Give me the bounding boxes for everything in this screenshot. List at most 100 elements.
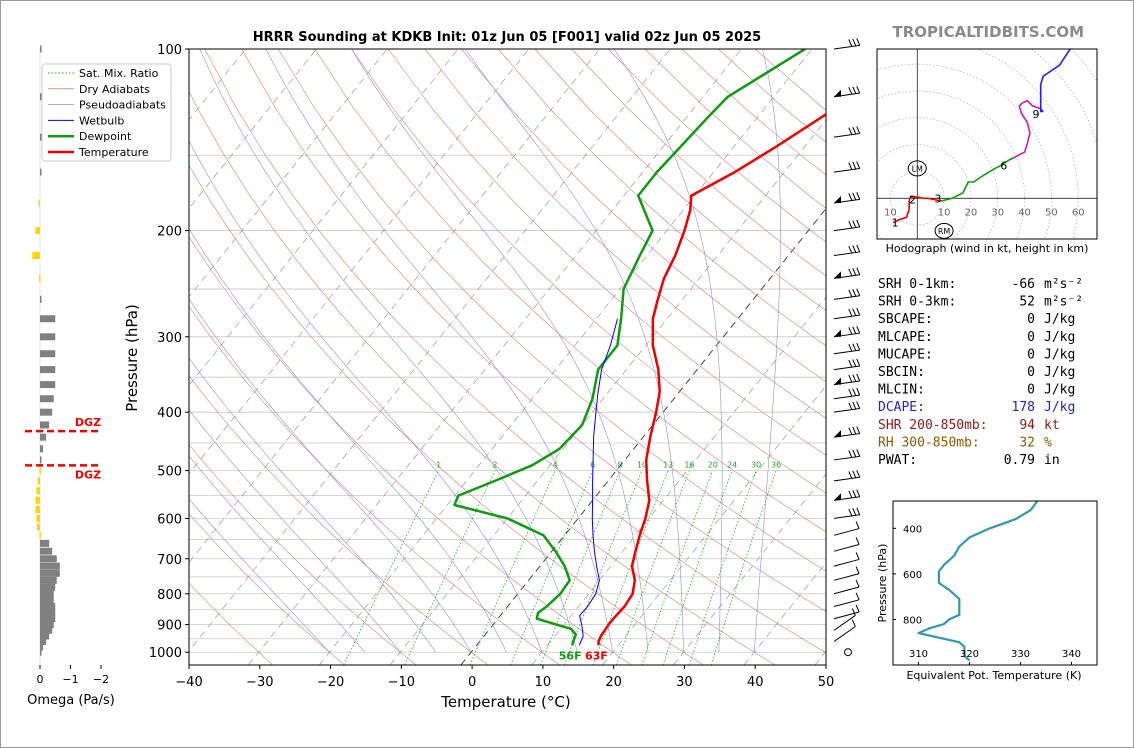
omega-bar — [40, 626, 53, 634]
barb-staff — [833, 455, 860, 461]
wind-barb — [833, 579, 860, 595]
barb-flag — [852, 161, 857, 170]
wind-barb — [833, 358, 861, 371]
barb-flag — [848, 508, 853, 517]
hodograph-plot: 10 10 20 30 40 50 60 — [877, 49, 1097, 239]
stat-value: -66 — [1012, 277, 1035, 292]
stats-panel: SRH 0-1km: -66 m²s⁻² SRH 0-3km: 52 m²s⁻² SBCAP… — [878, 277, 1083, 468]
pseudoadiabat-line — [189, 357, 436, 653]
dgz-label: DGZ — [75, 416, 101, 429]
wind-barb — [833, 521, 860, 536]
barb-flag — [848, 245, 853, 254]
x-tick-label: 0 — [468, 675, 476, 690]
hodograph-segment — [941, 156, 1015, 202]
wind-barb — [833, 401, 861, 413]
barb-flag — [852, 326, 857, 334]
barb-flag — [848, 87, 853, 95]
stat-unit: % — [1044, 435, 1052, 450]
omega-bar — [38, 199, 40, 207]
stat-row: MLCAPE: 0 J/kg — [878, 330, 1075, 345]
pseudoadiabat-line — [189, 140, 543, 653]
barb-flag — [848, 374, 853, 383]
mixing-ratio-line — [540, 470, 621, 665]
stat-value: 94 — [1019, 418, 1035, 433]
barb-flag — [852, 343, 857, 351]
thetae-line — [917, 501, 1039, 662]
y-tick-label: 800 — [157, 588, 182, 603]
thetae-y-tick-label: 400 — [903, 524, 922, 535]
omega-bar — [40, 539, 50, 547]
barb-staff — [833, 295, 860, 300]
stat-unit: J/kg — [1044, 312, 1075, 327]
wind-barb — [833, 619, 856, 642]
mixing-ratio-label: 13 — [663, 461, 673, 470]
stat-label: SBCIN: — [878, 365, 925, 380]
barb-flag — [852, 268, 857, 276]
legend: Sat. Mix. Ratio Dry Adiabats Pseudoadiabat… — [41, 63, 172, 162]
dry-adiabat-line — [424, 49, 826, 419]
barb-staff — [833, 133, 860, 138]
mixing-ratio-line — [510, 470, 594, 665]
thetae-plot — [917, 501, 1039, 662]
stat-row: SBCIN: 0 J/kg — [878, 365, 1075, 380]
wind-barb — [833, 126, 861, 138]
wind-barb — [833, 38, 861, 50]
barb-flag — [852, 426, 857, 435]
barb-flag — [848, 471, 853, 479]
barb-flag — [856, 38, 861, 46]
barb-flag — [855, 521, 860, 529]
barb-flag — [856, 489, 861, 497]
wind-barb — [833, 470, 861, 482]
wind-barb — [833, 342, 861, 355]
x-tick-label: −10 — [388, 675, 415, 690]
hodograph-tick-label: 20 — [965, 207, 978, 218]
omega-bar — [39, 531, 41, 539]
mixing-ratio-line — [688, 470, 757, 665]
omega-bar — [40, 421, 50, 429]
pseudoadiabat-line — [199, 49, 578, 653]
barb-flag — [856, 161, 861, 169]
thetae-xlabel: Equivalent Pot. Temperature (K) — [906, 669, 1081, 682]
barb-flag — [856, 387, 861, 396]
omega-bar — [40, 45, 42, 53]
mixing-ratio-line — [710, 470, 777, 665]
barb-flag — [848, 127, 853, 135]
series-temperature-line — [597, 112, 826, 646]
barb-flag — [852, 359, 857, 367]
barb-staff — [833, 573, 860, 581]
barb-flag — [856, 307, 861, 316]
stat-value: 0 — [1027, 312, 1035, 327]
mixing-ratio-label: 2 — [492, 461, 497, 470]
barb-flag — [852, 126, 857, 135]
wind-barb — [833, 426, 861, 438]
dry-adiabat-line — [461, 49, 826, 383]
barb-flag — [856, 288, 861, 296]
thetae-y-tick-label: 600 — [903, 570, 922, 581]
stat-row: MUCAPE: 0 J/kg — [878, 347, 1075, 362]
y-tick-label: 100 — [157, 43, 182, 58]
dry-adiabat-line — [189, 236, 632, 665]
barb-flag — [856, 342, 861, 351]
pseudoadiabat-line — [265, 49, 613, 653]
wind-barb — [833, 552, 860, 567]
stat-row: RH 300-850mb: 32% — [878, 435, 1052, 450]
omega-bar — [36, 487, 40, 495]
thetae-x-tick-label: 330 — [1011, 649, 1030, 660]
barb-flag — [852, 388, 857, 396]
stat-value: 0 — [1027, 365, 1035, 380]
omega-bar — [40, 315, 56, 323]
wind-barb — [833, 489, 861, 501]
thetae-x-tick-label: 340 — [1062, 649, 1081, 660]
barb-pennant — [834, 196, 841, 203]
omega-bar — [40, 638, 47, 646]
barb-flag — [856, 325, 861, 334]
mixing-ratio-line — [592, 470, 669, 665]
barb-staff — [833, 528, 860, 536]
y-tick-label: 700 — [157, 553, 182, 568]
stat-row: PWAT: 0.79 in — [878, 453, 1060, 468]
y-tick-label: 1000 — [149, 646, 182, 661]
hodograph-tick-label: 30 — [991, 207, 1004, 218]
barb-flag — [855, 566, 860, 574]
stat-row: SRH 0-1km: -66 m²s⁻² — [878, 277, 1083, 292]
